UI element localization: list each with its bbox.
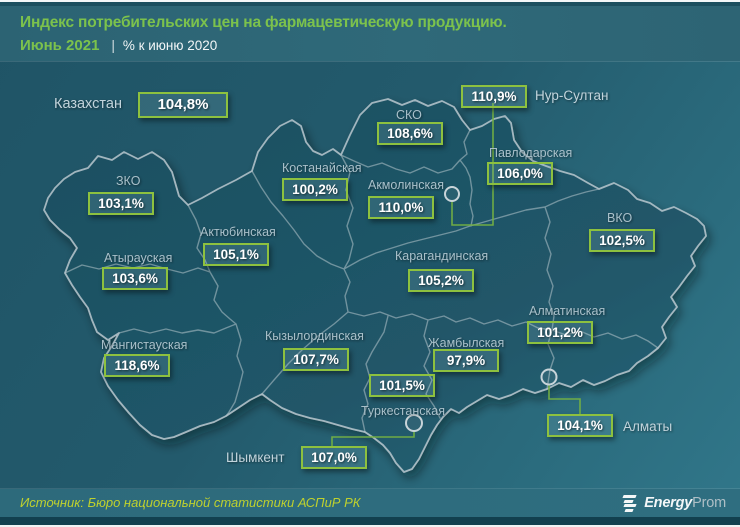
region-value-mangystau: 118,6% [104, 354, 170, 377]
logo-text-energy: Energy [644, 495, 693, 511]
region-label-zhambyl: Жамбылская [428, 336, 505, 350]
region-value-karaganda: 105,2% [408, 269, 474, 292]
top-accent-strip [0, 2, 740, 6]
city-marker-shymkent [405, 414, 423, 432]
logo-text-prom: Prom [692, 495, 726, 511]
region-label-aktobe: Актюбинская [200, 225, 276, 239]
region-value-kostanay: 100,2% [282, 178, 348, 201]
region-value-vko: 102,5% [589, 229, 655, 252]
region-label-almaty-region: Алматинская [529, 304, 606, 318]
energyprom-logo-icon [622, 495, 639, 512]
footer: Источник: Бюро национальной статистики А… [0, 489, 740, 517]
city-value-shymkent: 107,0% [301, 446, 367, 469]
city-value-almaty: 104,1% [547, 414, 613, 437]
city-marker-nur-sultan [444, 186, 460, 202]
header: Индекс потребительских цен на фармацевти… [0, 6, 740, 61]
page-subtitle: Июнь 2021 | % к июню 2020 [20, 37, 217, 54]
source-text: Источник: Бюро национальной статистики А… [20, 495, 361, 510]
region-label-turkestan: Туркестанская [361, 404, 445, 418]
region-value-turkestan: 101,5% [369, 374, 435, 397]
region-label-atyrau: Атырауская [104, 251, 173, 265]
region-value-pavlodar: 106,0% [487, 162, 553, 185]
region-label-sko: СКО [396, 108, 422, 122]
region-label-zko: ЗКО [116, 174, 141, 188]
region-value-atyrau: 103,6% [102, 267, 168, 290]
region-borders [64, 129, 659, 433]
city-label-nur-sultan: Нур-Султан [535, 88, 609, 103]
region-label-kyzylorda: Кызылординская [265, 329, 364, 343]
region-value-sko: 108,6% [377, 122, 443, 145]
city-value-nur-sultan: 110,9% [461, 85, 527, 108]
page-title: Индекс потребительских цен на фармацевти… [20, 14, 507, 31]
leader-line-nur-sultan [451, 103, 494, 226]
region-value-zhambyl: 97,9% [433, 349, 499, 372]
region-label-kostanay: Костанайская [282, 161, 362, 175]
leader-line-shymkent [331, 431, 415, 447]
region-value-akmola: 110,0% [368, 196, 434, 219]
region-value-almaty-region: 101,2% [527, 321, 593, 344]
country-outline [43, 98, 707, 473]
national-label: Казахстан [54, 96, 122, 112]
region-label-mangystau: Мангистауская [101, 338, 188, 352]
subtitle-separator: | [111, 37, 115, 53]
city-label-almaty: Алматы [623, 419, 673, 434]
region-label-akmola: Акмолинская [368, 178, 444, 192]
subtitle-unit: % к июню 2020 [122, 38, 218, 53]
energyprom-logo: Energy Prom [622, 493, 726, 513]
subtitle-period: Июнь 2021 [20, 37, 100, 54]
region-value-aktobe: 105,1% [203, 243, 269, 266]
region-label-karaganda: Карагандинская [395, 249, 489, 263]
region-value-zko: 103,1% [88, 192, 154, 215]
city-label-shymkent: Шымкент [226, 450, 285, 465]
national-value-box: 104,8% [138, 92, 228, 118]
bottom-accent-strip [0, 517, 740, 525]
region-label-pavlodar: Павлодарская [489, 146, 573, 160]
region-label-vko: ВКО [607, 211, 633, 225]
leader-line-almaty [548, 384, 581, 415]
city-marker-almaty [540, 368, 558, 386]
region-value-kyzylorda: 107,7% [283, 348, 349, 371]
